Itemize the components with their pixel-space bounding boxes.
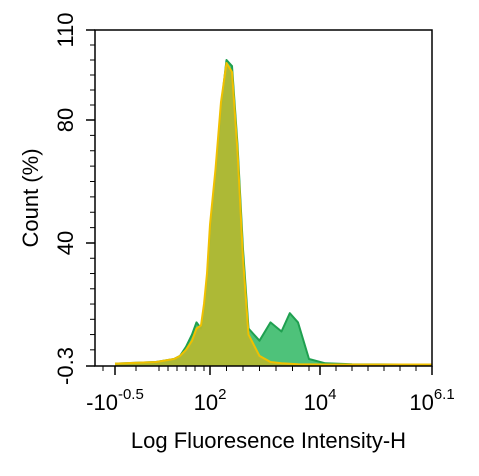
series-layer <box>114 59 432 366</box>
x-tick-label: 106.1 <box>409 386 454 415</box>
x-axis-title: Log Fluoresence Intensity-H <box>131 428 406 453</box>
series-1-area <box>115 60 432 366</box>
series-2-area <box>115 63 432 366</box>
ticks-layer <box>86 29 433 375</box>
y-axis-title: Count (%) <box>18 148 43 247</box>
x-tick-label: 102 <box>194 386 227 415</box>
plot-frame <box>94 29 433 367</box>
series-2-line <box>114 62 432 366</box>
y-tick-label: 110 <box>53 12 78 47</box>
x-tick-label: 104 <box>304 386 337 415</box>
x-tick-label: -10-0.5 <box>86 386 144 415</box>
y-tick-label: -0.3 <box>53 347 78 385</box>
y-tick-label: 40 <box>53 231 78 255</box>
labels-layer: -0.3 40 80 110 -10-0.5 102 104 106.1 <box>53 12 455 415</box>
y-tick-label: 80 <box>53 108 78 132</box>
series-1-line <box>114 59 432 366</box>
